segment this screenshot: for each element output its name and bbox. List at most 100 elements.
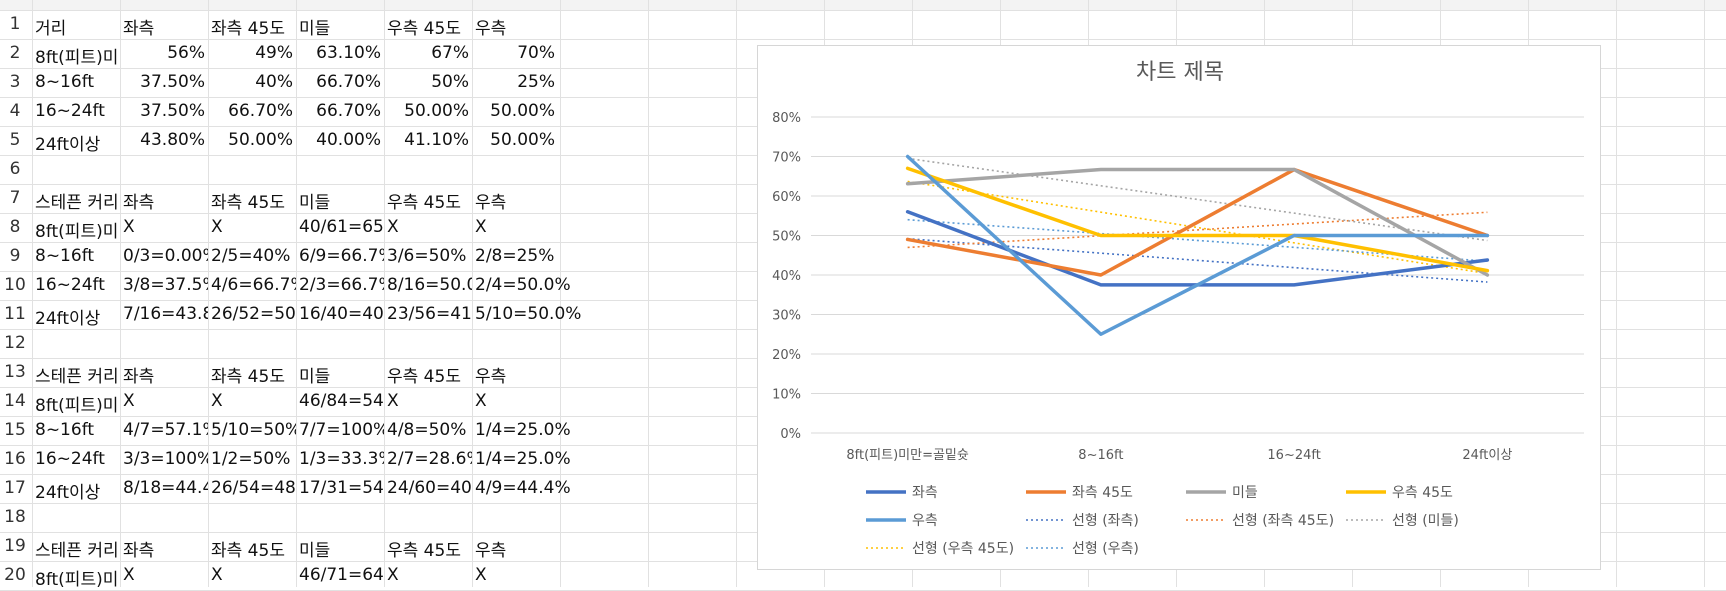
sheet-cell[interactable]: 우측 45도	[387, 193, 461, 213]
sheet-cell[interactable]: 25%	[517, 72, 555, 92]
sheet-cell[interactable]: 46/71=64.	[299, 565, 384, 585]
row-number[interactable]: 1	[9, 14, 21, 34]
sheet-cell[interactable]: X	[211, 565, 223, 585]
sheet-cell[interactable]: 2/8=25%	[475, 246, 555, 266]
sheet-cell[interactable]: 63.10%	[316, 43, 381, 63]
sheet-cell[interactable]: 7/16=43.8	[123, 304, 208, 324]
sheet-cell[interactable]: X	[387, 391, 399, 411]
sheet-cell[interactable]: 37.50%	[140, 72, 205, 92]
sheet-cell[interactable]: 24ft이상	[35, 483, 101, 503]
sheet-cell[interactable]: 16~24ft	[35, 449, 105, 469]
sheet-cell[interactable]: 미들	[299, 367, 331, 387]
row-number[interactable]: 18	[4, 507, 26, 527]
sheet-cell[interactable]: 스테픈 커리	[35, 541, 119, 561]
row-number[interactable]: 3	[9, 72, 21, 92]
row-number[interactable]: 6	[9, 159, 21, 179]
sheet-cell[interactable]: 40.00%	[316, 130, 381, 150]
sheet-cell[interactable]: 50%	[431, 72, 469, 92]
sheet-cell[interactable]: 50.00%	[228, 130, 293, 150]
sheet-cell[interactable]: 좌측	[123, 367, 155, 387]
sheet-cell[interactable]: 1/4=25.0%	[475, 420, 571, 440]
row-number[interactable]: 13	[4, 362, 26, 382]
row-number[interactable]: 11	[4, 304, 26, 324]
sheet-cell[interactable]: 70%	[517, 43, 555, 63]
sheet-cell[interactable]: 5/10=50%	[211, 420, 296, 440]
sheet-cell[interactable]: 16~24ft	[35, 101, 105, 121]
row-number[interactable]: 20	[4, 565, 26, 585]
sheet-cell[interactable]: 좌측	[123, 19, 155, 39]
row-number[interactable]: 16	[4, 449, 26, 469]
sheet-cell[interactable]: 49%	[255, 43, 293, 63]
sheet-cell[interactable]: 우측	[475, 19, 507, 39]
sheet-cell[interactable]: 8/18=44.4	[123, 478, 208, 498]
row-number[interactable]: 8	[9, 217, 21, 237]
sheet-cell[interactable]: 43.80%	[140, 130, 205, 150]
sheet-cell[interactable]: 8ft(피트)미	[35, 222, 119, 242]
sheet-cell[interactable]: 56%	[167, 43, 205, 63]
sheet-cell[interactable]: 8~16ft	[35, 420, 95, 440]
row-number[interactable]: 4	[9, 101, 21, 121]
sheet-cell[interactable]: X	[475, 217, 487, 237]
sheet-cell[interactable]: 26/52=50.	[211, 304, 296, 324]
sheet-cell[interactable]: 1/3=33.3%	[299, 449, 384, 469]
sheet-cell[interactable]: 16~24ft	[35, 275, 105, 295]
sheet-cell[interactable]: 우측 45도	[387, 19, 461, 39]
sheet-cell[interactable]: 16/40=40.	[299, 304, 384, 324]
sheet-cell[interactable]: 4/8=50%	[387, 420, 467, 440]
row-number[interactable]: 17	[4, 478, 26, 498]
sheet-cell[interactable]: 4/7=57.1%	[123, 420, 208, 440]
sheet-cell[interactable]: 24/60=40.	[387, 478, 472, 498]
sheet-cell[interactable]: 66.70%	[228, 101, 293, 121]
sheet-cell[interactable]: 24ft이상	[35, 135, 101, 155]
sheet-cell[interactable]: 우측	[475, 193, 507, 213]
row-number[interactable]: 10	[4, 275, 26, 295]
sheet-cell[interactable]: X	[475, 391, 487, 411]
sheet-cell[interactable]: 좌측	[123, 193, 155, 213]
sheet-cell[interactable]: 7/7=100%	[299, 420, 384, 440]
sheet-cell[interactable]: 우측	[475, 541, 507, 561]
sheet-cell[interactable]: 2/5=40%	[211, 246, 291, 266]
sheet-cell[interactable]: 좌측 45도	[211, 193, 285, 213]
sheet-cell[interactable]: 6/9=66.7%	[299, 246, 384, 266]
sheet-cell[interactable]: X	[123, 391, 135, 411]
sheet-cell[interactable]: 1/4=25.0%	[475, 449, 571, 469]
sheet-cell[interactable]: X	[387, 565, 399, 585]
sheet-cell[interactable]: X	[387, 217, 399, 237]
sheet-cell[interactable]: X	[475, 565, 487, 585]
sheet-cell[interactable]: 40/61=65.	[299, 217, 384, 237]
sheet-cell[interactable]: 좌측 45도	[211, 19, 285, 39]
sheet-cell[interactable]: 0/3=0.00%	[123, 246, 208, 266]
row-number[interactable]: 2	[9, 43, 21, 63]
sheet-cell[interactable]: 8/16=50.0	[387, 275, 472, 295]
sheet-cell[interactable]: 5/10=50.0%	[475, 304, 582, 324]
sheet-cell[interactable]: 4/6=66.7%	[211, 275, 296, 295]
sheet-cell[interactable]: 미들	[299, 541, 331, 561]
sheet-cell[interactable]: 8ft(피트)미	[35, 570, 119, 590]
sheet-cell[interactable]: 미들	[299, 193, 331, 213]
sheet-cell[interactable]: 좌측	[123, 541, 155, 561]
sheet-cell[interactable]: 17/31=54.	[299, 478, 384, 498]
sheet-cell[interactable]: 2/3=66.7%	[299, 275, 384, 295]
sheet-cell[interactable]: 50.00%	[404, 101, 469, 121]
sheet-cell[interactable]: X	[211, 391, 223, 411]
sheet-cell[interactable]: X	[211, 217, 223, 237]
sheet-cell[interactable]: 66.70%	[316, 101, 381, 121]
sheet-cell[interactable]: 26/54=48.	[211, 478, 296, 498]
sheet-cell[interactable]: 8~16ft	[35, 246, 95, 266]
sheet-cell[interactable]: 우측 45도	[387, 541, 461, 561]
sheet-cell[interactable]: 23/56=41.	[387, 304, 472, 324]
sheet-cell[interactable]: 50.00%	[490, 101, 555, 121]
sheet-cell[interactable]: 67%	[431, 43, 469, 63]
row-number[interactable]: 12	[4, 333, 26, 353]
sheet-cell[interactable]: 66.70%	[316, 72, 381, 92]
sheet-cell[interactable]: 3/3=100%	[123, 449, 208, 469]
sheet-cell[interactable]: 2/7=28.6%	[387, 449, 472, 469]
sheet-cell[interactable]: 우측 45도	[387, 367, 461, 387]
chart-container[interactable]: 차트 제목 0% 10% 20% 30% 40% 50% 60% 70% 80% 8ft(피트)미만…	[757, 45, 1601, 570]
sheet-cell[interactable]: 4/9=44.4%	[475, 478, 571, 498]
sheet-cell[interactable]: 37.50%	[140, 101, 205, 121]
sheet-cell[interactable]: 40%	[255, 72, 293, 92]
sheet-cell[interactable]: 우측	[475, 367, 507, 387]
sheet-cell[interactable]: 46/84=54.	[299, 391, 384, 411]
sheet-cell[interactable]: 8ft(피트)미	[35, 48, 119, 68]
